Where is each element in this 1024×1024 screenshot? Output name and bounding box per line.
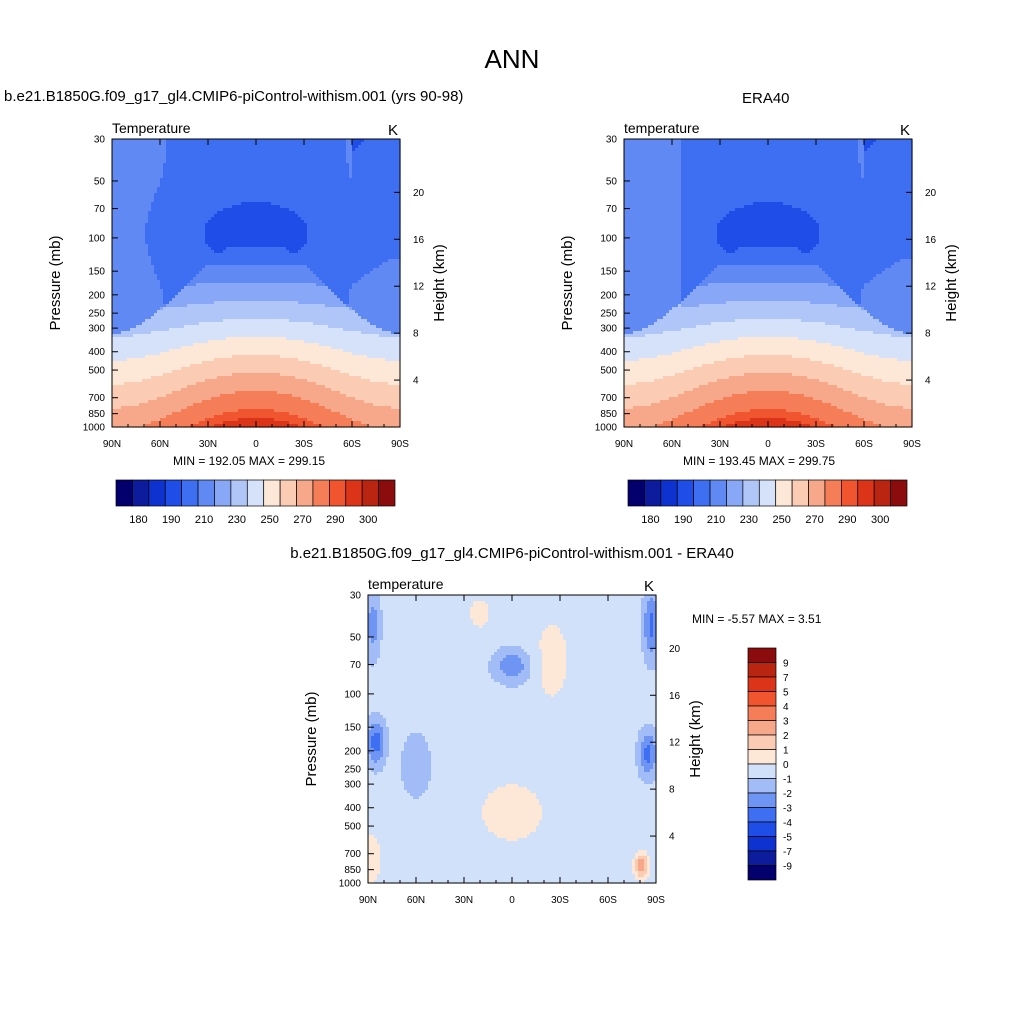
contour-fill xyxy=(112,139,401,428)
panel-0: 90N 60N 30N 0 30S 60S 90S305070100150200250300… xyxy=(47,120,448,450)
figure-canvas: 90N 60N 30N 0 30S 60S 90S305070100150200250300… xyxy=(0,0,1024,1024)
